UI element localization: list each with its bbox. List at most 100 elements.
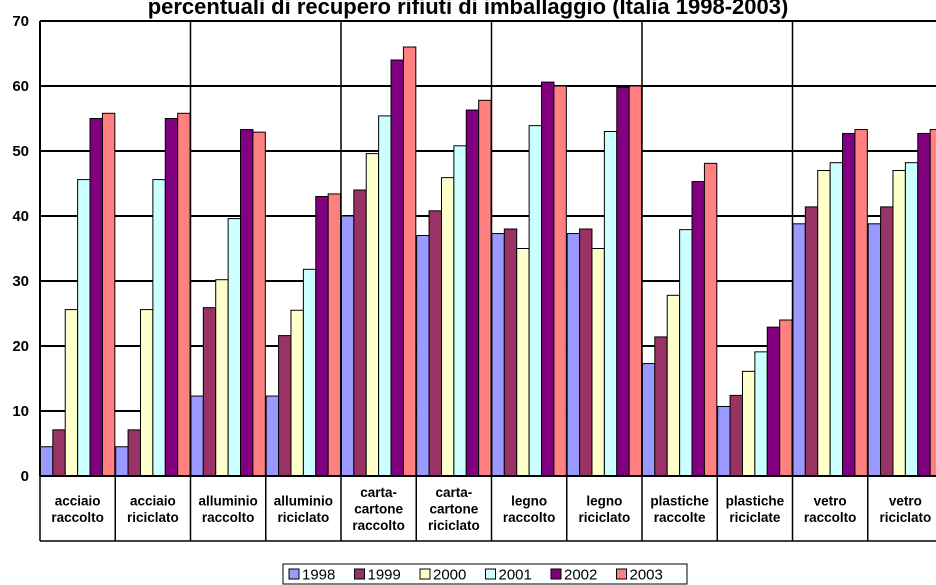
x-category-label: riciclato bbox=[578, 510, 630, 525]
bar-2003-10 bbox=[779, 319, 793, 477]
bar-1998-7 bbox=[491, 233, 505, 477]
y-tick-label: 60 bbox=[12, 78, 29, 95]
bar-2001-9 bbox=[679, 229, 693, 477]
x-category-label: raccolte bbox=[654, 510, 706, 525]
legend-label-2000: 2000 bbox=[433, 567, 466, 584]
bar-2003-9 bbox=[703, 162, 718, 477]
bar-2001-8 bbox=[603, 131, 618, 477]
x-category-label: riciclato bbox=[879, 510, 931, 525]
bar-2002-2 bbox=[164, 118, 179, 477]
bar-2000-10 bbox=[741, 370, 756, 477]
x-category-label: raccolto bbox=[804, 510, 857, 525]
bar-1998-4 bbox=[265, 395, 280, 477]
bar-1998-8 bbox=[566, 233, 581, 477]
legend-swatch-2000 bbox=[419, 568, 431, 580]
y-tick-label: 70 bbox=[12, 13, 29, 30]
x-category-label: alluminio bbox=[198, 494, 257, 509]
x-category-label: raccolto bbox=[202, 510, 255, 525]
x-category-label: acciaio bbox=[130, 494, 176, 509]
y-tick-label: 40 bbox=[12, 208, 29, 225]
legend-swatch-1998 bbox=[288, 568, 300, 580]
legend-swatch-2002 bbox=[550, 568, 562, 580]
bar-2001-5 bbox=[378, 115, 392, 477]
bar-2002-8 bbox=[616, 86, 630, 477]
bar-2001-12 bbox=[904, 162, 919, 477]
y-tick-label: 10 bbox=[12, 403, 29, 420]
y-tick-label: 0 bbox=[21, 468, 29, 485]
bar-2001-10 bbox=[754, 351, 768, 477]
bar-1998-5 bbox=[340, 215, 355, 477]
bar-1998-10 bbox=[717, 405, 731, 477]
bar-2001-1 bbox=[77, 179, 91, 477]
x-category-label: raccolto bbox=[503, 510, 556, 525]
x-category-label: vetro bbox=[889, 494, 922, 509]
bar-2000-9 bbox=[666, 294, 681, 477]
bar-2003-3 bbox=[252, 131, 266, 477]
bar-1999-2 bbox=[127, 429, 141, 477]
bar-1999-10 bbox=[729, 394, 743, 477]
legend-label-2003: 2003 bbox=[630, 567, 663, 584]
bar-2000-11 bbox=[817, 170, 831, 477]
bar-1999-11 bbox=[804, 206, 819, 477]
bar-2002-1 bbox=[89, 118, 103, 477]
y-tick-label: 20 bbox=[12, 338, 29, 355]
bar-2000-12 bbox=[892, 170, 906, 477]
bar-1998-2 bbox=[115, 446, 129, 477]
bar-2001-3 bbox=[227, 218, 242, 477]
bar-1999-5 bbox=[353, 189, 367, 477]
bar-1999-8 bbox=[579, 228, 593, 477]
legend-swatch-2003 bbox=[616, 568, 627, 580]
bar-1998-1 bbox=[39, 446, 54, 477]
legend-label-2001: 2001 bbox=[499, 567, 532, 584]
bar-2001-11 bbox=[829, 162, 844, 477]
bar-2002-4 bbox=[315, 196, 329, 477]
bar-2002-12 bbox=[917, 132, 931, 477]
bar-1999-7 bbox=[503, 228, 518, 477]
bar-1998-12 bbox=[867, 223, 882, 477]
bar-2002-9 bbox=[691, 181, 705, 477]
bar-2000-3 bbox=[215, 279, 229, 477]
legend-label-1998: 1998 bbox=[302, 567, 335, 584]
bar-2000-7 bbox=[516, 248, 530, 477]
plot-area: 010203040506070acciaioraccoltoacciaioric… bbox=[12, 13, 936, 542]
bar-1998-6 bbox=[416, 235, 430, 477]
x-category-label: plastiche bbox=[726, 494, 785, 509]
bar-2001-6 bbox=[453, 145, 467, 477]
bar-2001-4 bbox=[302, 268, 317, 477]
bar-1999-9 bbox=[654, 336, 668, 477]
bar-1999-6 bbox=[428, 210, 442, 477]
bar-2000-2 bbox=[139, 309, 154, 477]
x-category-label: raccolto bbox=[352, 518, 405, 533]
bar-2002-11 bbox=[842, 132, 856, 477]
x-category-label: plastiche bbox=[650, 494, 709, 509]
bar-2003-11 bbox=[854, 129, 868, 477]
x-category-label: vetro bbox=[814, 494, 847, 509]
legend-swatch-2001 bbox=[485, 568, 496, 580]
bar-2003-6 bbox=[478, 99, 492, 477]
bar-2000-1 bbox=[64, 309, 79, 477]
bar-2002-7 bbox=[541, 81, 555, 477]
bar-2003-8 bbox=[628, 85, 643, 477]
bar-2000-6 bbox=[440, 177, 455, 477]
bar-2000-4 bbox=[290, 309, 304, 477]
bar-2003-5 bbox=[402, 46, 417, 477]
bar-2002-10 bbox=[766, 326, 781, 477]
bar-2000-8 bbox=[591, 248, 605, 477]
bar-1999-3 bbox=[202, 307, 217, 477]
bar-1999-12 bbox=[880, 206, 894, 477]
bar-2001-7 bbox=[528, 125, 543, 477]
y-tick-label: 30 bbox=[12, 273, 29, 290]
bar-1999-1 bbox=[52, 429, 66, 477]
bar-2003-12 bbox=[929, 129, 936, 477]
bar-2002-5 bbox=[390, 59, 404, 477]
bar-2003-7 bbox=[553, 85, 567, 477]
x-category-label: legno bbox=[511, 494, 547, 509]
bar-2002-6 bbox=[465, 109, 480, 477]
x-category-label: alluminio bbox=[274, 494, 333, 509]
x-category-label: cartone bbox=[354, 502, 403, 517]
bar-2002-3 bbox=[240, 129, 254, 477]
bar-2001-2 bbox=[152, 179, 166, 477]
x-category-label: carta- bbox=[360, 485, 397, 500]
x-category-label: acciaio bbox=[55, 494, 101, 509]
